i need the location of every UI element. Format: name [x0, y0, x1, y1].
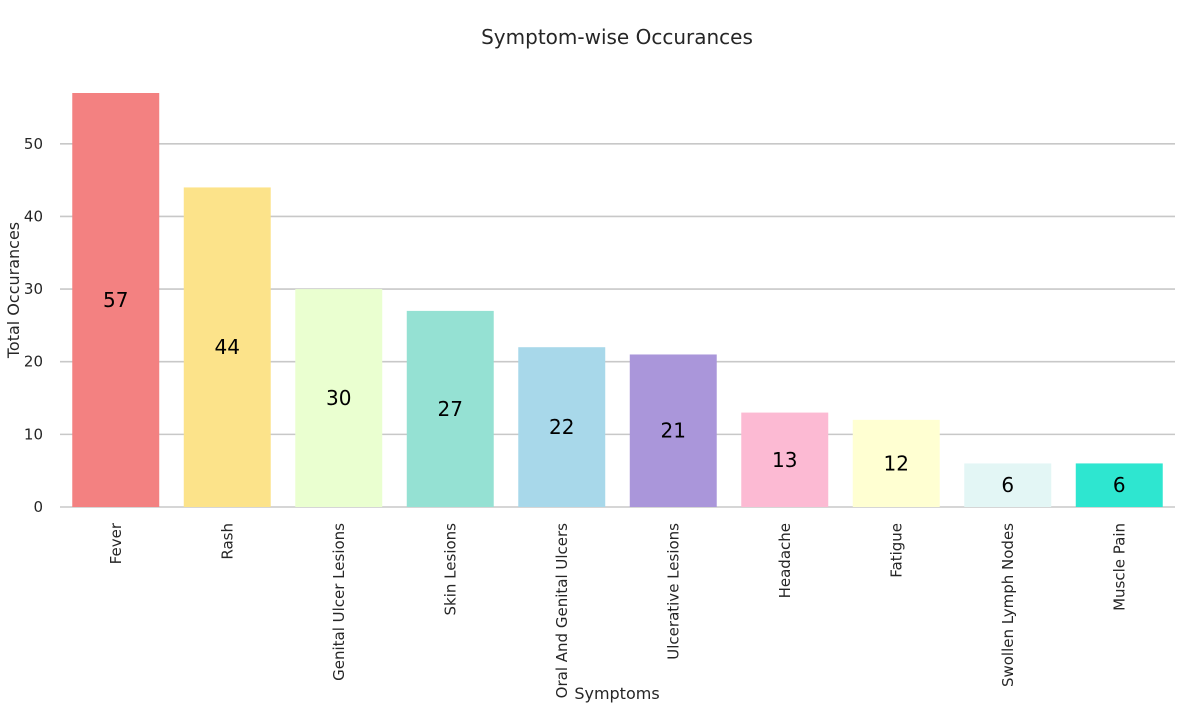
bar — [741, 412, 829, 507]
x-tick-label: Swollen Lymph Nodes — [999, 523, 1017, 687]
bar — [1075, 463, 1163, 507]
y-tick-label: 10 — [24, 425, 43, 443]
bar — [295, 289, 383, 507]
x-tick-label: Genital Ulcer Lesions — [330, 523, 348, 681]
bar-value-label: 6 — [1113, 473, 1126, 497]
bar — [183, 187, 271, 507]
x-tick-label: Ulcerative Lesions — [664, 523, 682, 660]
y-axis-ticks: 0 10 20 30 40 50 — [24, 135, 43, 516]
x-tick-label: Skin Lesions — [441, 523, 459, 616]
bar — [964, 463, 1052, 507]
y-tick-label: 0 — [33, 498, 43, 516]
bar — [518, 347, 606, 507]
x-tick-label: Oral And Genital Ulcers — [553, 523, 571, 698]
bars — [72, 93, 1163, 507]
y-axis-label: Total Occurances — [4, 222, 23, 359]
y-tick-label: 40 — [24, 207, 43, 225]
bar — [406, 310, 494, 507]
bar-value-label: 30 — [326, 386, 351, 410]
x-tick-label: Fever — [107, 522, 125, 564]
x-tick-label: Muscle Pain — [1110, 523, 1128, 611]
bar-value-label: 27 — [438, 397, 463, 421]
bar — [72, 93, 160, 507]
bar-value-label: 6 — [1001, 473, 1014, 497]
bar-value-label: 13 — [772, 448, 797, 472]
x-tick-label: Headache — [776, 523, 794, 598]
x-axis-label: Symptoms — [574, 684, 659, 703]
y-tick-label: 30 — [24, 280, 43, 298]
y-tick-label: 20 — [24, 353, 43, 371]
x-tick-label: Rash — [218, 523, 236, 560]
chart-title: Symptom-wise Occurances — [481, 25, 753, 49]
bar-value-label: 57 — [103, 288, 128, 312]
bar-value-label: 21 — [661, 419, 686, 443]
y-tick-label: 50 — [24, 135, 43, 153]
bar — [629, 354, 717, 507]
bar-value-label: 44 — [215, 335, 240, 359]
bar-value-label: 22 — [549, 415, 574, 439]
data-labels: 57 44 30 27 22 21 13 12 6 6 — [103, 288, 1126, 497]
bar-value-label: 12 — [884, 451, 909, 475]
x-axis-ticks: Fever Rash Genital Ulcer Lesions Skin Lesio… — [107, 522, 1129, 698]
bar — [852, 419, 940, 507]
x-tick-label: Fatigue — [887, 523, 905, 578]
